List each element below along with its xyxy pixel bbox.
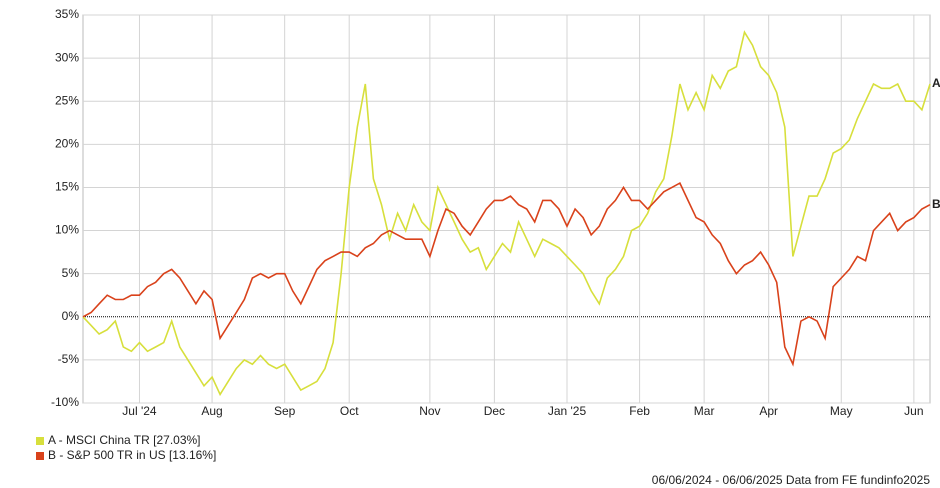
plot-area <box>82 14 931 404</box>
y-tick-label: 15% <box>55 180 79 194</box>
legend-swatch <box>36 437 44 445</box>
x-tick-label: Sep <box>274 404 296 418</box>
legend-label: A - MSCI China TR [27.03%] <box>48 433 201 447</box>
series-end-label: B <box>932 197 940 211</box>
legend-label: B - S&P 500 TR in US [13.16%] <box>48 448 216 462</box>
y-tick-label: -5% <box>58 352 80 366</box>
x-tick-label: Oct <box>340 404 359 418</box>
y-tick-label: 20% <box>55 137 79 151</box>
x-tick-label: Aug <box>201 404 222 418</box>
legend-swatch <box>36 452 44 460</box>
series-end-label: A <box>932 76 940 90</box>
x-tick-label: Jan '25 <box>548 404 587 418</box>
series-line <box>82 181 931 367</box>
x-tick-label: Feb <box>629 404 650 418</box>
x-tick-label: Jul '24 <box>122 404 157 418</box>
x-tick-label: Nov <box>419 404 440 418</box>
y-tick-label: 35% <box>55 7 79 21</box>
x-tick-label: Dec <box>484 404 505 418</box>
x-tick-label: May <box>830 404 853 418</box>
y-tick-label: 0% <box>62 309 80 323</box>
y-tick-label: 5% <box>62 266 80 280</box>
x-tick-label: Apr <box>759 404 778 418</box>
y-tick-label: 25% <box>55 93 79 107</box>
series-line <box>82 30 931 397</box>
x-tick-label: Mar <box>694 404 715 418</box>
y-tick-label: -10% <box>51 395 79 409</box>
x-tick-label: Jun <box>904 404 923 418</box>
y-tick-label: 30% <box>55 50 79 64</box>
footer: 06/06/2024 - 06/06/2025 Data from FE fun… <box>652 473 931 487</box>
y-tick-label: 10% <box>55 223 79 237</box>
